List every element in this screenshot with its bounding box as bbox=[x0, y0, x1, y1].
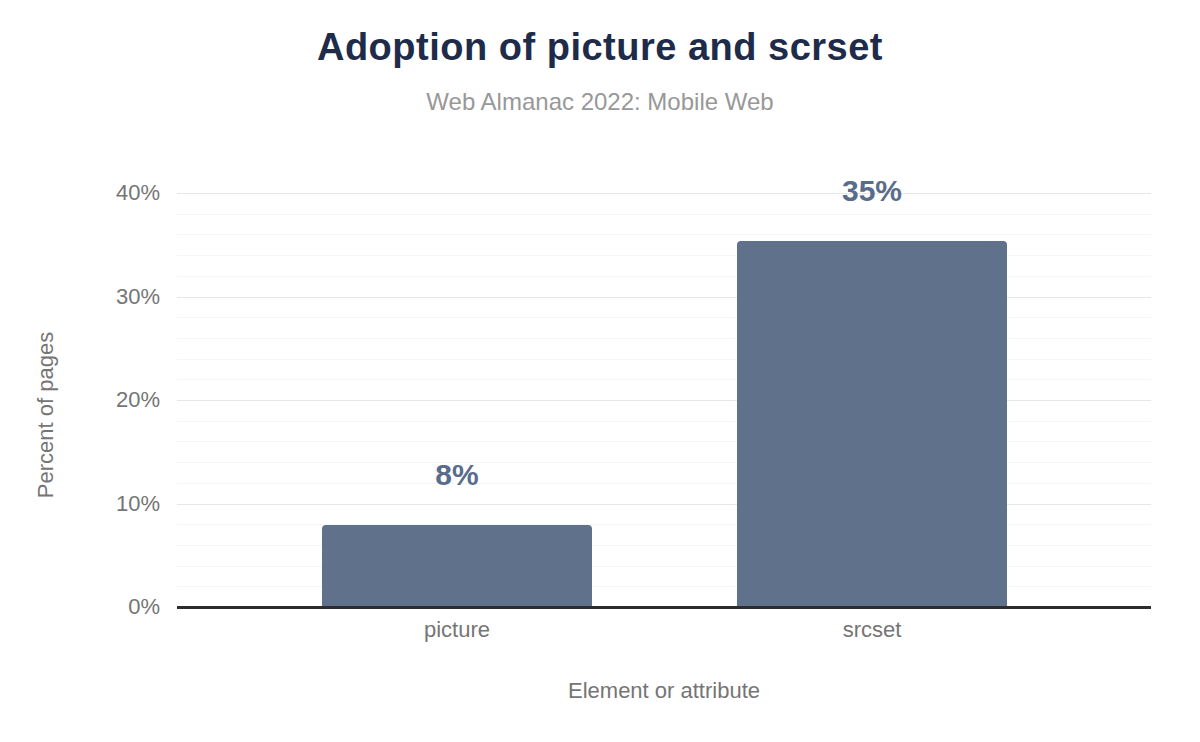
x-tick-label: picture bbox=[307, 617, 607, 643]
bar-picture[interactable] bbox=[322, 525, 592, 607]
plot-area: 0% 10% 20% 30% 40% 8% picture 35% srcset bbox=[0, 0, 1200, 742]
y-tick-label: 40% bbox=[60, 180, 160, 206]
y-tick-label: 0% bbox=[60, 594, 160, 620]
x-axis-title: Element or attribute bbox=[568, 678, 760, 704]
x-axis-line bbox=[177, 606, 1151, 609]
y-tick-label: 30% bbox=[60, 284, 160, 310]
bar-value-label: 35% bbox=[722, 175, 1022, 207]
minor-gridline bbox=[177, 234, 1151, 235]
y-tick-label: 20% bbox=[60, 387, 160, 413]
y-tick-label: 10% bbox=[60, 491, 160, 517]
bar-value-label: 8% bbox=[307, 459, 607, 491]
minor-gridline bbox=[177, 214, 1151, 215]
bar-chart-figure: Adoption of picture and scrset Web Alman… bbox=[0, 0, 1200, 742]
x-tick-label: srcset bbox=[722, 617, 1022, 643]
bar-srcset[interactable] bbox=[737, 241, 1007, 607]
